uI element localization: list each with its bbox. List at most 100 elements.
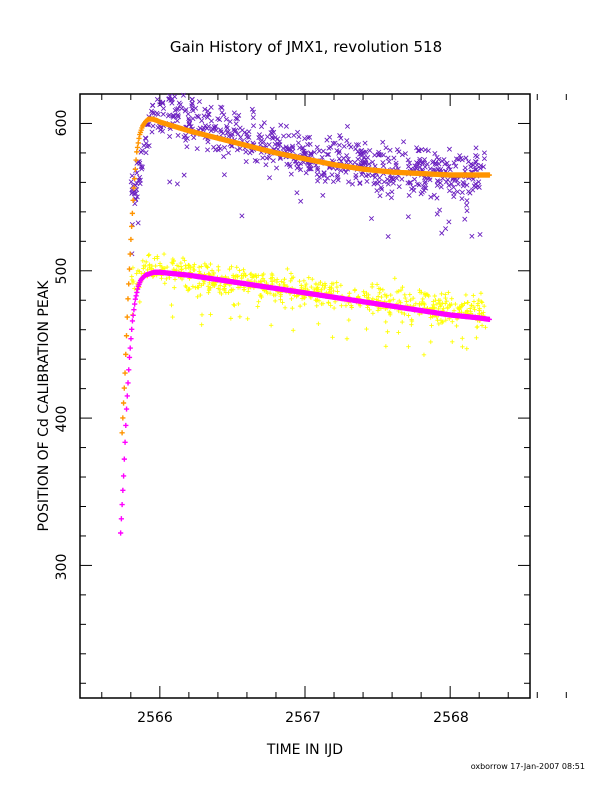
data-point (208, 285, 213, 290)
fit-point (125, 380, 131, 386)
data-point (237, 314, 243, 319)
data-point (380, 160, 386, 166)
data-point (146, 253, 151, 258)
data-point (346, 142, 352, 148)
data-point (406, 164, 412, 170)
data-point (352, 287, 358, 292)
data-point (268, 323, 274, 328)
data-point (320, 148, 326, 154)
data-point (472, 307, 477, 312)
data-point (282, 305, 288, 311)
data-point (414, 181, 420, 187)
data-point (479, 299, 484, 304)
data-point (377, 290, 382, 296)
data-point (186, 263, 192, 268)
fit-point (120, 415, 126, 421)
data-point (272, 141, 278, 147)
data-point (385, 155, 391, 161)
data-point (385, 234, 391, 240)
data-point (450, 339, 455, 344)
data-point (143, 136, 149, 142)
data-point (261, 120, 267, 126)
data-point (420, 184, 427, 190)
data-point (464, 208, 470, 214)
data-point (191, 135, 197, 141)
data-point (234, 116, 240, 122)
data-point (426, 293, 431, 299)
data-point (430, 167, 436, 173)
data-point (295, 140, 301, 146)
data-point (353, 172, 359, 178)
fit-point (122, 439, 128, 445)
fit-point (129, 326, 135, 332)
data-point (473, 159, 479, 165)
data-point (135, 220, 141, 226)
fit-point (131, 307, 137, 313)
data-point (370, 311, 376, 316)
data-point (278, 122, 284, 128)
data-point (364, 290, 369, 296)
data-point (392, 276, 398, 281)
series-3 (118, 269, 492, 536)
data-point (175, 132, 181, 138)
data-point (428, 339, 433, 345)
data-point (198, 292, 203, 298)
data-point (451, 184, 457, 190)
data-point (372, 152, 378, 158)
data-point (217, 286, 223, 292)
data-point (443, 317, 449, 323)
data-point (299, 146, 305, 152)
data-point (475, 303, 481, 308)
data-point (183, 132, 189, 138)
data-point (383, 344, 389, 349)
data-point (468, 164, 474, 170)
data-point (298, 198, 304, 204)
data-point (399, 152, 405, 158)
data-point (231, 302, 236, 307)
data-point (469, 303, 474, 308)
data-point (137, 299, 143, 305)
data-point (390, 177, 396, 183)
y-tick-label-600: 600 (54, 110, 70, 137)
data-point (443, 226, 449, 232)
axis-ticks (80, 93, 567, 698)
data-point (286, 161, 292, 167)
fit-point (130, 197, 136, 203)
data-point (460, 183, 466, 189)
data-point (223, 116, 229, 122)
data-point (385, 329, 390, 334)
data-point (270, 272, 275, 278)
data-point (394, 175, 400, 181)
data-point (451, 160, 457, 166)
fit-point (128, 336, 134, 342)
data-point (167, 275, 172, 280)
data-point (475, 324, 480, 330)
data-point (316, 282, 322, 287)
data-point (381, 179, 387, 185)
data-point (288, 171, 294, 177)
fit-point (123, 406, 130, 412)
data-point (227, 119, 233, 125)
data-point (201, 281, 206, 286)
data-point (389, 189, 395, 195)
data-point (407, 292, 412, 297)
data-point (206, 123, 212, 129)
data-point (160, 101, 166, 107)
data-point (290, 306, 295, 311)
data-point (413, 166, 419, 172)
data-point (280, 300, 285, 305)
data-point (274, 279, 280, 285)
data-point (391, 155, 397, 161)
data-point (196, 99, 202, 105)
data-point (480, 164, 486, 170)
data-point (180, 255, 186, 261)
data-point (305, 135, 311, 141)
data-point (331, 288, 336, 294)
data-point (432, 305, 437, 310)
data-point (181, 172, 187, 178)
data-point (434, 211, 440, 217)
data-point (400, 284, 405, 290)
data-point (468, 306, 473, 311)
data-point (408, 297, 413, 303)
fit-point (118, 516, 124, 522)
